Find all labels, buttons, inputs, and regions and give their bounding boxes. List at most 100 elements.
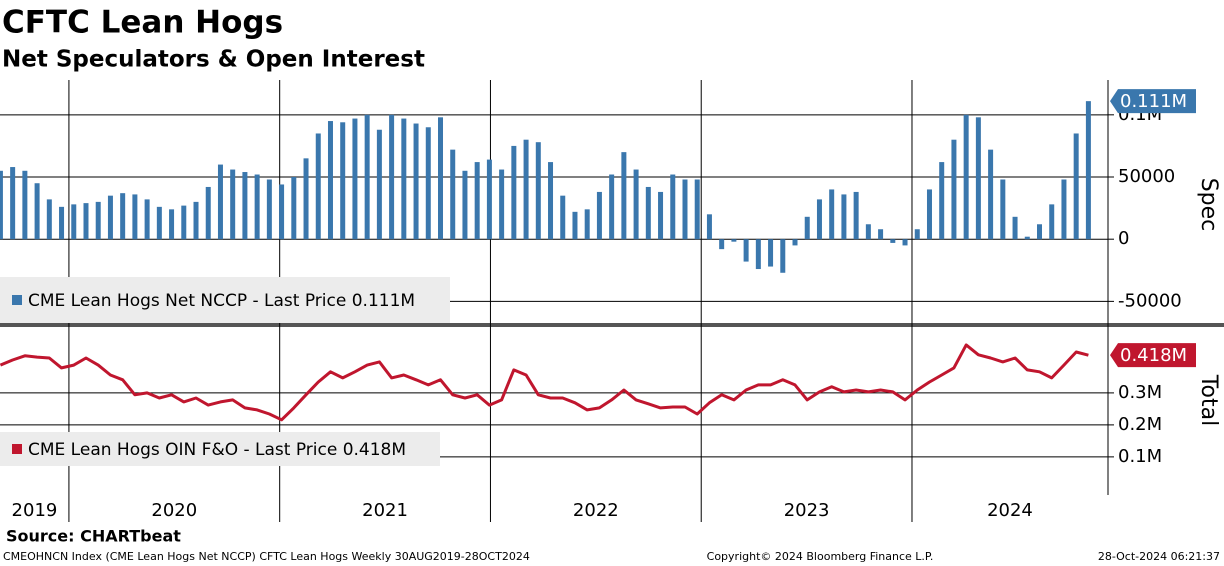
bar: [975, 117, 981, 240]
bar: [450, 149, 456, 240]
last-price-label: 0.111M: [1120, 91, 1187, 112]
y-tick-label: -50000: [1118, 290, 1182, 311]
footer-center: Copyright© 2024 Bloomberg Finance L.P.: [707, 550, 934, 563]
bar: [706, 214, 712, 240]
chart-subtitle: Net Speculators & Open Interest: [2, 47, 425, 73]
chart-title: CFTC Lean Hogs: [2, 5, 283, 41]
bar: [1085, 101, 1091, 240]
bar: [719, 239, 725, 250]
bar: [682, 179, 688, 240]
bar: [548, 162, 554, 240]
bar: [816, 199, 822, 240]
bar: [780, 239, 786, 273]
bar: [743, 239, 749, 262]
bar: [609, 174, 615, 240]
bar: [291, 177, 297, 240]
bar: [340, 122, 346, 240]
legend-box: [0, 277, 450, 323]
bar: [988, 149, 994, 240]
bar: [841, 194, 847, 240]
x-tick-label: 2021: [362, 500, 408, 521]
bar: [1012, 216, 1018, 240]
bar: [205, 186, 211, 240]
bar: [633, 169, 639, 240]
legend-swatch: [12, 444, 22, 454]
bar: [389, 114, 395, 240]
bar: [939, 162, 945, 240]
bar: [914, 229, 920, 240]
bar: [95, 201, 101, 240]
bar: [0, 170, 3, 240]
bar: [523, 139, 529, 240]
bar: [242, 172, 248, 240]
y-tick-label: 50000: [1118, 166, 1175, 187]
bar: [755, 239, 761, 270]
panel-divider: [0, 323, 1224, 327]
bar: [596, 191, 602, 240]
source: Source: CHARTbeat: [6, 527, 181, 546]
bar: [1061, 179, 1067, 240]
bar: [878, 229, 884, 240]
bar: [10, 167, 16, 240]
bar: [71, 204, 77, 240]
bar: [1049, 204, 1055, 240]
bar: [413, 123, 419, 240]
last-price-label: 0.418M: [1120, 345, 1187, 366]
bar: [364, 114, 370, 240]
x-tick-label: 2022: [573, 500, 619, 521]
bar: [34, 183, 40, 240]
legend-swatch: [12, 295, 22, 305]
bar: [120, 193, 126, 240]
x-tick-label: 2024: [987, 500, 1033, 521]
legend-box: [0, 432, 440, 466]
line: [0, 343, 1089, 422]
bar: [829, 189, 835, 240]
bar: [951, 139, 957, 240]
bar: [902, 239, 908, 246]
bar: [266, 179, 272, 240]
bar: [865, 224, 871, 240]
bar: [621, 152, 627, 240]
bar: [572, 211, 578, 240]
bar: [560, 195, 566, 240]
bar: [890, 239, 896, 243]
bar: [46, 199, 52, 240]
bar: [486, 159, 492, 240]
bar: [1073, 133, 1079, 240]
bar: [315, 133, 321, 240]
bar: [327, 121, 333, 240]
bar: [1000, 179, 1006, 240]
bar: [438, 117, 444, 240]
bar: [645, 186, 651, 240]
legend-label: CME Lean Hogs OIN F&O - Last Price 0.418…: [28, 440, 406, 460]
y-tick-label: 0: [1118, 228, 1129, 249]
bar: [792, 239, 798, 246]
x-tick-label: 2019: [12, 500, 58, 521]
bar: [230, 169, 236, 240]
bar: [1037, 224, 1043, 240]
last-price-tag: [1110, 89, 1196, 114]
footer-left: CMEOHNCN Index (CME Lean Hogs Net NCCP) …: [3, 550, 530, 563]
bar: [144, 199, 150, 240]
bar: [658, 191, 664, 240]
bar: [963, 114, 969, 240]
y-tick-label: 0.2M: [1118, 414, 1162, 435]
bar: [535, 142, 541, 240]
bar: [731, 239, 737, 242]
bar: [768, 239, 774, 267]
x-tick-label: 2023: [784, 500, 830, 521]
bar: [22, 170, 28, 240]
bar: [83, 203, 89, 240]
bar: [132, 194, 138, 240]
bar: [303, 158, 309, 240]
bar: [376, 129, 382, 240]
bar: [59, 206, 65, 240]
bar: [584, 209, 590, 240]
bar: [425, 127, 431, 240]
bar: [156, 206, 162, 240]
y-tick-label: 0.3M: [1118, 382, 1162, 403]
bar: [474, 162, 480, 240]
bar: [107, 195, 113, 240]
bar: [670, 174, 676, 240]
